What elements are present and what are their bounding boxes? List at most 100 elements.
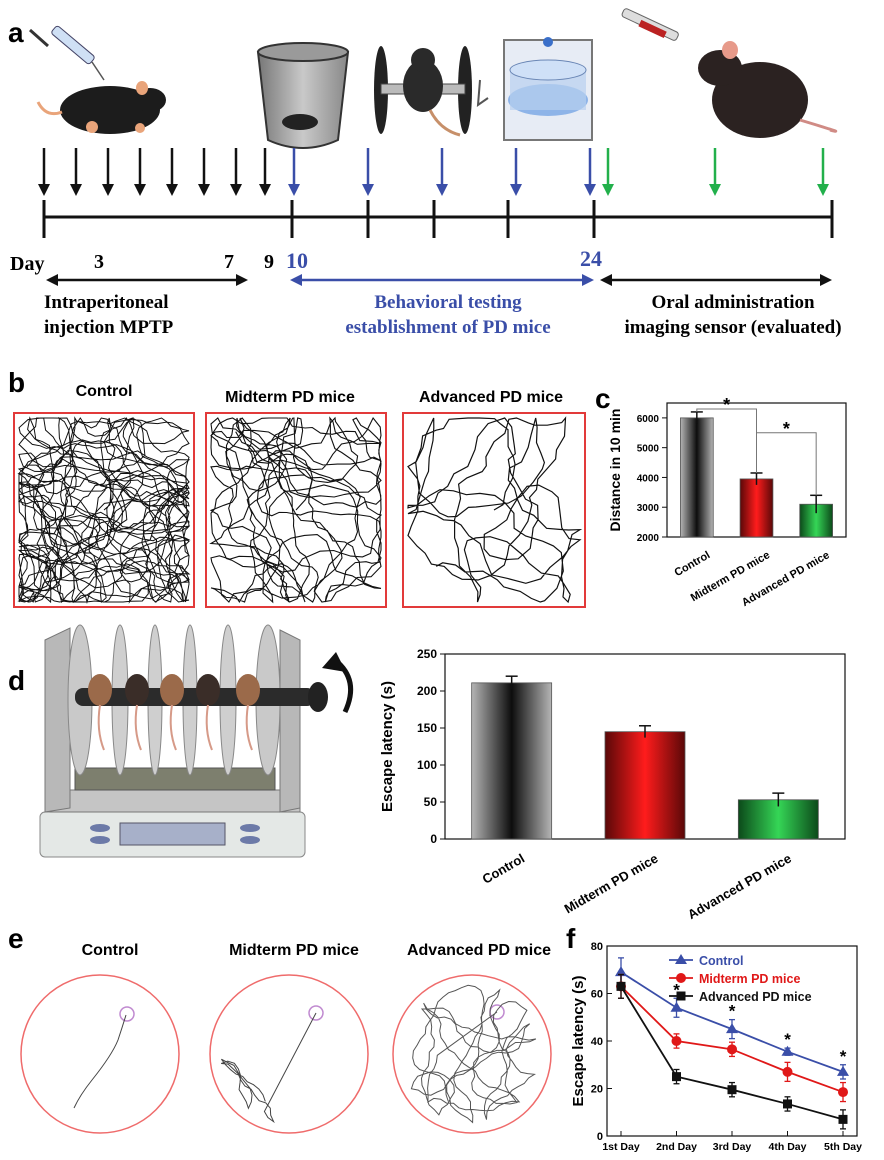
water-maze-trace-midterm — [221, 1012, 317, 1124]
timeline-arrowhead-12 — [584, 184, 596, 196]
timeline-arrowhead-11 — [510, 184, 522, 196]
chart-f-point-2-3 — [783, 1099, 792, 1109]
chart-f-legend-marker-2 — [676, 991, 686, 1001]
timeline-arrowhead-3 — [134, 184, 146, 196]
water-maze-trace-advanced — [410, 984, 537, 1124]
chart-f-point-0-2 — [726, 1023, 738, 1034]
chart-f-xtick-label-2: 3rd Day — [713, 1141, 752, 1153]
timeline-day-24: 24 — [580, 246, 602, 271]
phase3-label-line2: imaging sensor (evaluated) — [624, 317, 841, 338]
chart-f-legend-label-1: Midterm PD mice — [699, 972, 800, 986]
chart-c-ytick-label-1: 3000 — [637, 503, 660, 514]
open-field-title-midterm: Midterm PD mice — [225, 389, 355, 406]
rotation-arrow-icon — [322, 652, 354, 714]
chart-d-ytick-label-3: 150 — [417, 721, 437, 735]
panel-label-d: d — [8, 665, 25, 696]
water-maze-title-control: Control — [82, 942, 139, 959]
panel-label-b: b — [8, 367, 25, 398]
phase1-label-line1: Intraperitoneal — [44, 292, 169, 313]
phase3-bracket-left-head — [600, 274, 612, 286]
water-maze-trace-control — [73, 1014, 127, 1109]
water-maze-pool-control — [20, 974, 180, 1134]
chart-f-xtick-label-0: 1st Day — [602, 1141, 640, 1153]
chart-d-bar-1 — [604, 731, 686, 840]
timeline-arrowhead-4 — [166, 184, 178, 196]
chart-f-xtick-label-1: 2nd Day — [656, 1141, 697, 1153]
chart-d-ylabel: Escape latency (s) — [379, 681, 396, 812]
chart-c-xtick-label-0: Control — [672, 549, 712, 579]
phase2-bracket-right-head — [582, 274, 594, 286]
panel-label-f: f — [566, 923, 576, 954]
timeline-arrowhead-2 — [102, 184, 114, 196]
chart-d-escape-latency: 0 50 100 150 200 250 Control Midterm PD mice Adv… — [379, 647, 846, 923]
phase2-bracket-left-head — [290, 274, 302, 286]
phase3-label-line1: Oral administration — [651, 292, 815, 313]
chart-f-point-2-2 — [727, 1085, 737, 1095]
phase1-bracket-right-head — [236, 274, 248, 286]
chart-d-ytick-label-5: 250 — [417, 647, 437, 661]
chart-d-ytick-label-0: 0 — [430, 832, 437, 846]
timeline-arrowhead-7 — [259, 184, 271, 196]
chart-c-bar-1 — [739, 478, 774, 538]
timeline-phase-brackets — [46, 274, 832, 286]
chart-c-sig-star-0: * — [723, 395, 730, 415]
chart-f-learning-curve: 0 20 40 60 80 1st Day 2nd Day 3rd Day 4th Day 5th… — [570, 941, 862, 1153]
panel-label-c: c — [595, 383, 611, 414]
open-field-trace-advanced — [407, 416, 583, 604]
chart-c-ylabel: Distance in 10 min — [607, 409, 623, 532]
timeline-day-10: 10 — [286, 248, 308, 273]
rotarod-illustration — [374, 46, 489, 137]
timeline-arrowhead-13 — [602, 184, 614, 196]
timeline-arrowhead-14 — [709, 184, 721, 196]
timeline-arrowhead-8 — [288, 184, 300, 196]
chart-f-ytick-label-2: 40 — [591, 1036, 603, 1048]
chart-f-ytick-label-3: 60 — [591, 989, 603, 1001]
water-maze-illustration — [503, 37, 593, 141]
water-maze-pool-advanced — [392, 974, 552, 1134]
chart-f-point-1-2 — [727, 1044, 737, 1055]
panel-label-e: e — [8, 923, 24, 954]
chart-d-xtick-label-2: Advanced PD mice — [685, 851, 794, 923]
chart-d-xtick-label-1: Midterm PD mice — [562, 851, 661, 917]
chart-f-point-1-1 — [671, 1036, 682, 1046]
chart-f-sig-star-1: * — [729, 1002, 736, 1021]
phase1-label-line2: injection MPTP — [44, 317, 174, 338]
chart-f-legend-label-2: Advanced PD mice — [699, 990, 812, 1004]
timeline-day-3: 3 — [94, 251, 104, 273]
chart-f-point-1-4 — [838, 1087, 848, 1098]
timeline-arrowhead-6 — [230, 184, 242, 196]
phase2-label-line1: Behavioral testing — [374, 292, 522, 313]
chart-f-sig-star-3: * — [840, 1047, 847, 1066]
chart-f-point-0-0 — [615, 966, 627, 977]
timeline-arrowhead-10 — [436, 184, 448, 196]
timeline-arrowhead-0 — [38, 184, 50, 196]
chart-d-bar-0 — [471, 682, 553, 840]
chart-c-sig-star-1: * — [783, 419, 790, 439]
chart-f-point-1-3 — [782, 1066, 793, 1077]
chart-f-sig-star-0: * — [673, 980, 680, 999]
chart-f-legend-marker-0 — [675, 954, 687, 964]
rotarod-device-illustration — [39, 624, 328, 858]
chart-d-xtick-label-0: Control — [480, 851, 528, 887]
chart-f-ytick-label-0: 0 — [597, 1131, 603, 1143]
timeline-day-9: 9 — [264, 251, 274, 273]
chart-c-ytick-label-0: 2000 — [637, 533, 660, 544]
chart-f-point-0-4 — [837, 1065, 849, 1076]
timeline-day-7: 7 — [224, 251, 234, 273]
chart-f-ytick-label-4: 80 — [591, 941, 603, 953]
water-maze-platform-control — [119, 1006, 135, 1022]
chart-d-ytick-label-1: 50 — [424, 795, 438, 809]
chart-f-point-2-4 — [838, 1114, 848, 1124]
water-maze-platform-midterm — [308, 1005, 324, 1021]
water-maze-pool-midterm — [209, 974, 369, 1134]
timeline-arrows — [38, 148, 829, 196]
chart-c-sig-bracket-1 — [756, 432, 817, 496]
chart-c-ytick-label-2: 4000 — [637, 473, 660, 484]
chart-d-ytick-label-2: 100 — [417, 758, 437, 772]
timeline-day-label: Day — [10, 253, 44, 275]
timeline-arrowhead-15 — [817, 184, 829, 196]
chart-f-ylabel: Escape latency (s) — [570, 976, 587, 1107]
timeline-ticks — [42, 200, 834, 238]
